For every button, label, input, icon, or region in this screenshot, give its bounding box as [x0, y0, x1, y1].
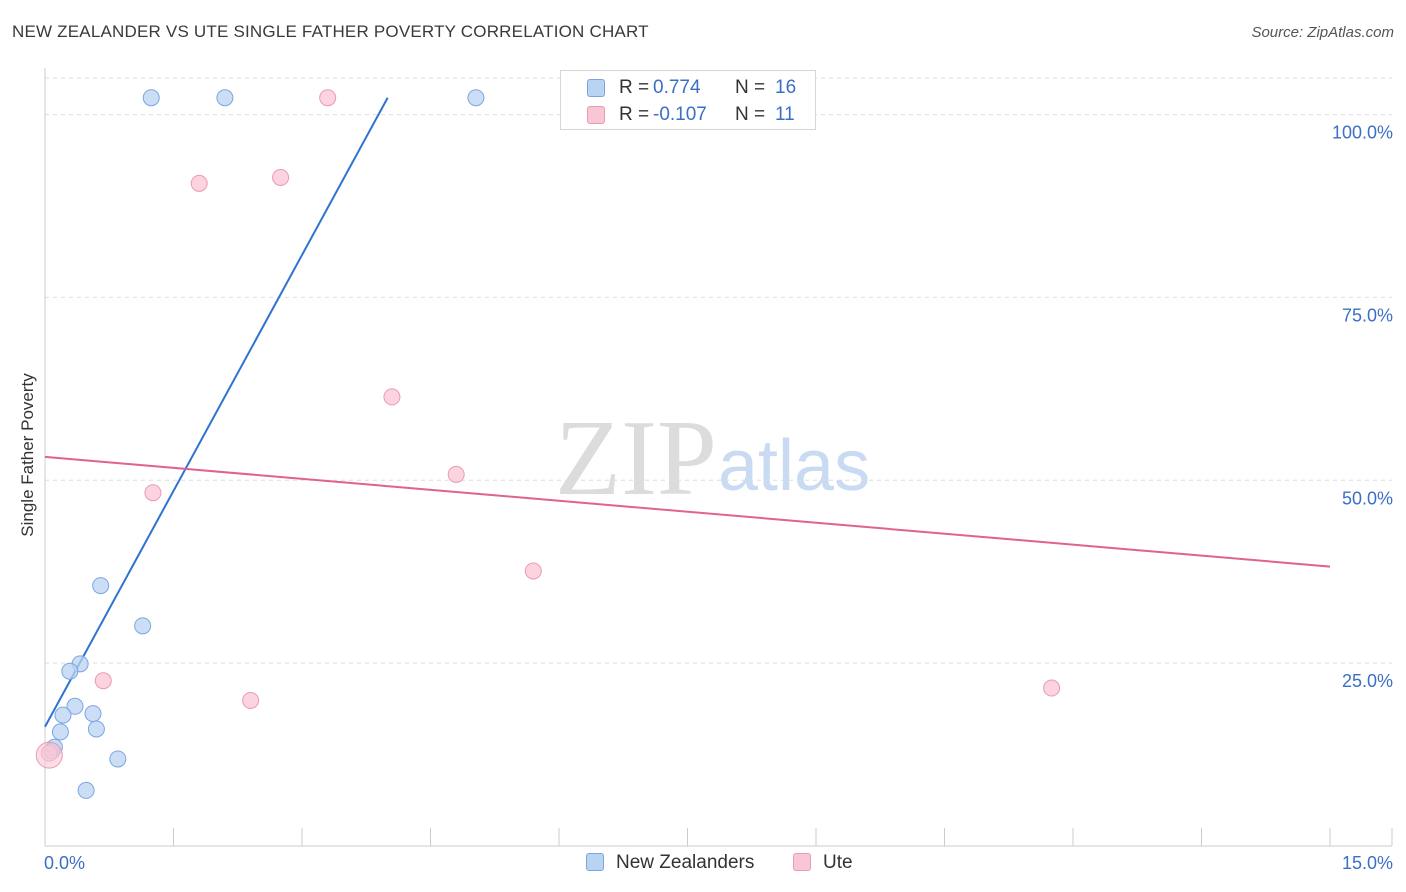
- data-point-blue: [84, 705, 102, 723]
- pink-swatch: [793, 853, 811, 871]
- data-point-blue: [467, 89, 485, 107]
- n-value: 11: [775, 104, 795, 125]
- pink-swatch: [587, 106, 605, 124]
- trend-line-pink: [44, 455, 1331, 568]
- n-label: N =: [735, 104, 766, 125]
- data-points: [35, 89, 1061, 799]
- data-point-blue: [54, 706, 72, 724]
- legend-label: Ute: [823, 852, 853, 873]
- data-point-cluster: [35, 741, 63, 769]
- x-tick-label: 0.0%: [44, 853, 85, 873]
- data-point-pink: [1043, 679, 1061, 697]
- y-tick-label: 100.0%: [1332, 123, 1393, 143]
- y-tick-label: 75.0%: [1342, 305, 1393, 325]
- data-point-pink: [383, 388, 401, 406]
- data-point-pink: [319, 89, 337, 107]
- n-value: 16: [775, 77, 797, 98]
- data-point-pink: [94, 672, 112, 690]
- legend-item-new-zealanders[interactable]: New Zealanders: [586, 852, 754, 874]
- r-value: 0.774: [653, 77, 701, 98]
- r-value: -0.107: [653, 104, 707, 125]
- data-point-pink: [144, 484, 162, 502]
- r-label: R =: [619, 77, 650, 98]
- data-point-blue: [134, 617, 152, 635]
- data-point-pink: [272, 168, 290, 186]
- stats-row-ute: R = -0.107 N = 11: [561, 102, 815, 128]
- source-credit: Source: ZipAtlas.com: [1251, 24, 1394, 41]
- stats-row-new-zealanders: R = 0.774 N = 16: [561, 75, 815, 101]
- data-point-pink: [447, 465, 465, 483]
- data-point-blue: [92, 577, 110, 595]
- watermark-atlas: atlas: [718, 426, 870, 506]
- stats-legend: R = 0.774 N = 16 R = -0.107 N = 11: [560, 70, 816, 130]
- n-label: N =: [735, 77, 766, 98]
- data-point-blue: [216, 89, 234, 107]
- r-label: R =: [619, 104, 650, 125]
- y-tick-label: 25.0%: [1342, 671, 1393, 691]
- data-point-pink: [190, 174, 208, 192]
- trend-lines: [44, 97, 1331, 728]
- data-point-blue: [87, 720, 105, 738]
- data-point-pink: [524, 562, 542, 580]
- blue-swatch: [587, 79, 605, 97]
- data-point-pink: [242, 691, 260, 709]
- data-point-blue: [51, 723, 69, 741]
- data-point-blue: [61, 662, 79, 680]
- data-point-blue: [109, 750, 127, 768]
- trend-line-blue: [44, 97, 389, 728]
- legend-item-ute[interactable]: Ute: [793, 852, 853, 874]
- tick-labels: 25.0% 50.0% 75.0% 100.0% 0.0% 15.0%: [44, 123, 1393, 873]
- x-tick-label: 15.0%: [1342, 853, 1393, 873]
- watermark-zip: ZIP: [555, 399, 717, 518]
- chart-title: NEW ZEALANDER VS UTE SINGLE FATHER POVER…: [12, 22, 649, 41]
- legend-label: New Zealanders: [616, 852, 755, 873]
- gridlines: [45, 77, 1392, 664]
- data-point-blue: [77, 781, 95, 799]
- data-point-blue: [66, 697, 84, 715]
- data-point-blue: [142, 89, 160, 107]
- y-tick-label: 50.0%: [1342, 488, 1393, 508]
- blue-swatch: [586, 853, 604, 871]
